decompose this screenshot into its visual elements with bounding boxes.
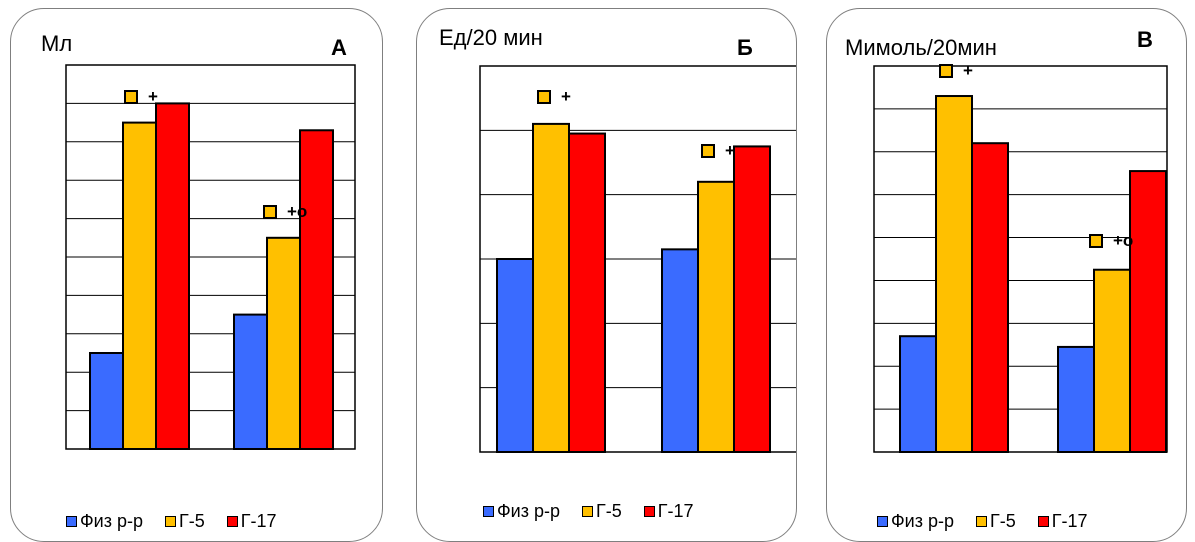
bar-Г-5 (266, 236, 301, 450)
significance-marker: + (939, 61, 973, 81)
bar-Г-5 (122, 121, 157, 450)
chart-panel-b: Ед/20 мин Б Физ р-р Г-5 Г-17 + + (416, 8, 797, 542)
marker-square-icon (1089, 234, 1103, 248)
chart-plot-c (873, 65, 1168, 454)
bar-Физ р-р (233, 313, 268, 450)
panel-label: Б (737, 35, 753, 60)
marker-text: + (963, 61, 973, 80)
legend-label: Г-17 (1051, 511, 1088, 531)
legend-swatch (877, 516, 888, 527)
bar-Физ р-р (899, 335, 937, 454)
marker-square-icon (701, 144, 715, 158)
legend-item: Г-5 (976, 511, 1016, 532)
legend-item: Г-17 (226, 511, 277, 532)
bar-Г-17 (733, 145, 771, 454)
significance-marker: + (701, 141, 735, 161)
legend: Физ р-р Г-5 Г-17 (877, 511, 1088, 532)
panel-label: В (1137, 27, 1153, 52)
legend-swatch (582, 506, 594, 517)
marker-text: +о (1113, 231, 1134, 250)
bar-Г-17 (155, 102, 190, 451)
bar-Г-5 (935, 95, 973, 454)
legend-label: Г-5 (990, 511, 1016, 531)
legend-label: Г-17 (240, 511, 277, 531)
marker-text: + (148, 87, 158, 106)
significance-marker: + (124, 87, 158, 107)
bar-Г-17 (1129, 170, 1167, 453)
legend-label: Физ р-р (891, 511, 955, 531)
legend-swatch (66, 516, 77, 527)
chart-plot-a (65, 64, 356, 451)
y-axis-label: Мл (41, 31, 73, 56)
legend-item: Г-17 (643, 501, 694, 522)
legend-item: Физ р-р (877, 511, 954, 532)
legend-label: Г-17 (657, 501, 694, 521)
legend: Физ р-р Г-5 Г-17 (483, 501, 694, 522)
significance-marker: +о (1089, 231, 1133, 251)
legend-swatch (1037, 516, 1049, 527)
bar-Физ р-р (661, 248, 699, 453)
marker-square-icon (263, 205, 277, 219)
legend-swatch (226, 516, 238, 527)
y-axis-label: Ед/20 мин (439, 25, 543, 50)
legend-label: Физ р-р (80, 511, 144, 531)
significance-marker: +о (263, 202, 307, 222)
legend-item: Физ р-р (483, 501, 560, 522)
marker-square-icon (537, 90, 551, 104)
y-axis-label: Мимоль/20мин (845, 35, 997, 60)
chart-panel-a: Мл А Физ р-р Г-5 Г-17 + +о (10, 8, 383, 542)
bar-Г-5 (1093, 268, 1131, 453)
bar-Г-5 (697, 180, 735, 454)
chart-panel-c: Мимоль/20мин В Физ р-р Г-5 Г-17 + +о (826, 8, 1187, 542)
bar-Физ р-р (496, 258, 534, 453)
bar-Г-5 (532, 122, 570, 454)
marker-square-icon (124, 90, 138, 104)
significance-marker: + (537, 87, 571, 107)
chart-plot-b (479, 65, 796, 454)
marker-square-icon (939, 64, 953, 78)
marker-text: + (725, 141, 735, 160)
bar-Г-17 (568, 132, 606, 454)
legend: Физ р-р Г-5 Г-17 (66, 511, 277, 532)
legend-label: Г-5 (179, 511, 205, 531)
legend-item: Физ р-р (66, 511, 143, 532)
legend-label: Физ р-р (497, 501, 561, 521)
bar-Физ р-р (1057, 345, 1095, 453)
marker-text: + (561, 87, 571, 106)
legend-swatch (165, 516, 177, 527)
marker-text: +о (287, 202, 308, 221)
legend-swatch (643, 506, 655, 517)
bar-Физ р-р (89, 352, 124, 450)
legend-item: Г-5 (582, 501, 622, 522)
plot-area-frame (65, 64, 356, 450)
legend-item: Г-5 (165, 511, 205, 532)
legend-label: Г-5 (596, 501, 622, 521)
panel-label: А (331, 35, 347, 60)
bar-Г-17 (971, 142, 1009, 453)
bar-Г-17 (299, 129, 334, 450)
legend-item: Г-17 (1037, 511, 1088, 532)
legend-swatch (976, 516, 988, 527)
legend-swatch (483, 506, 494, 517)
plot-area-frame (479, 65, 796, 453)
